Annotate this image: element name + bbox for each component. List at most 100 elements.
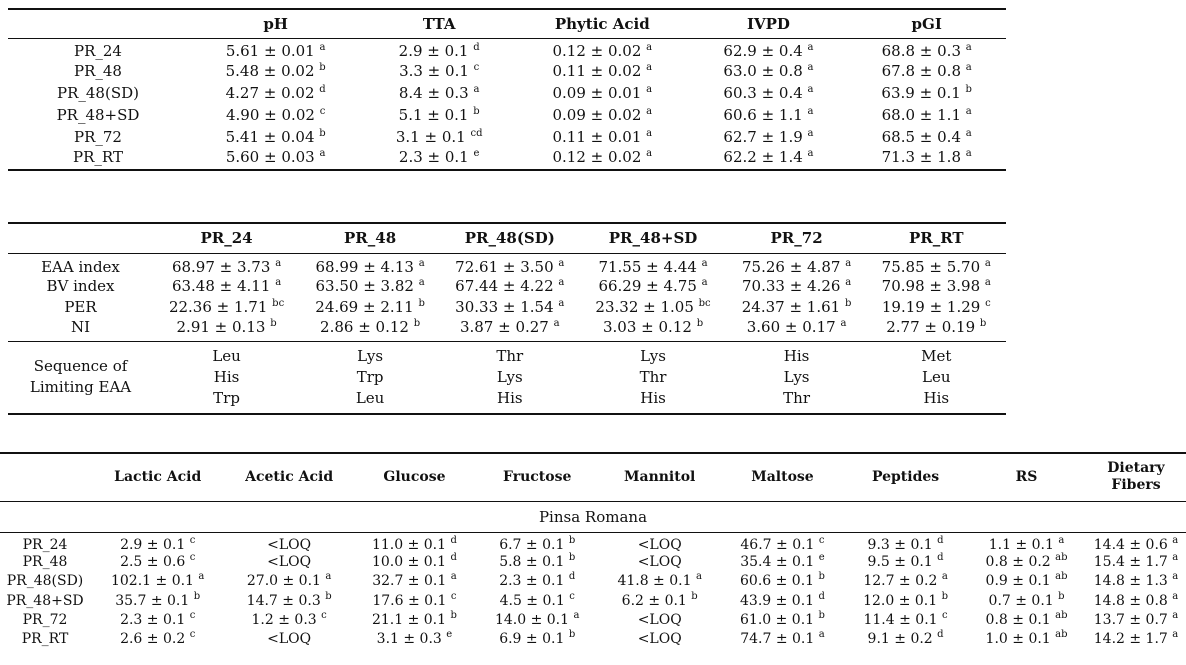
cell-value: 9.5 ± 0.1 (867, 554, 933, 571)
table-cell: 0.09 ± 0.01 a (515, 82, 690, 104)
cell-value: 4.5 ± 0.1 (499, 592, 565, 609)
significance-letter: c (319, 106, 326, 117)
table-cell: 0.11 ± 0.01 a (515, 126, 690, 148)
amino-acid: Thr (639, 367, 667, 386)
significance-letter: a (646, 41, 653, 53)
cell-value: 10.0 ± 0.1 (371, 554, 447, 571)
table-metabolites: Lactic Acid Acetic Acid Glucose Fructose… (0, 452, 1186, 649)
section-row-group: Pinsa Romana (0, 501, 1186, 532)
significance-letter: a (646, 148, 653, 159)
significance-letter: c (321, 610, 327, 622)
cell-value: 70.33 ± 4.26 (741, 277, 841, 295)
cell-value: 17.6 ± 0.1 (372, 592, 447, 609)
row-label-line: Sequence of (33, 357, 128, 375)
table-header-row: Lactic Acid Acetic Acid Glucose Fructose… (0, 453, 1186, 501)
table-cell: 1.2 ± 0.3 c (225, 610, 353, 629)
table-row: NI 2.91 ± 0.13 b 2.86 ± 0.12 b 3.87 ± 0.27 … (8, 318, 1006, 342)
significance-letter: a (807, 128, 814, 139)
table-cell: 0.12 ± 0.02 a (515, 148, 690, 170)
cell-value: 67.8 ± 0.8 (881, 62, 961, 80)
table-cell: 75.26 ± 4.87 a (727, 253, 867, 276)
table-cell: <LOQ (598, 610, 720, 629)
cell-value: 72.61 ± 3.50 (455, 257, 554, 276)
table-cell: 14.8 ± 0.8 a (1086, 591, 1186, 610)
significance-letter: a (473, 84, 480, 95)
table-row: PR_48+SD 35.7 ± 0.1 b 14.7 ± 0.3 b 17.6 ± 0… (0, 591, 1186, 610)
cell-value: 2.9 ± 0.1 (398, 41, 469, 60)
table-cell: 14.2 ± 1.7 a (1086, 630, 1186, 649)
significance-letter: c (473, 62, 480, 73)
significance-letter: b (818, 610, 825, 622)
table-row: PR_RT 5.60 ± 0.03 a 2.3 ± 0.1 e 0.12 ± 0.02… (8, 148, 1006, 170)
cell-value: 5.61 ± 0.01 (225, 41, 315, 60)
cell-value: 2.5 ± 0.6 (120, 554, 186, 571)
cell-value: 21.1 ± 0.1 (371, 612, 447, 629)
cell-value: 11.4 ± 0.1 (863, 612, 938, 629)
amino-acid: Trp (356, 367, 384, 386)
table-cell: 1.0 ± 0.1 ab (967, 630, 1086, 649)
cell-value: 24.69 ± 2.11 (315, 298, 414, 316)
significance-letter: d (937, 629, 944, 641)
table-cell: 5.48 ± 0.02 b (188, 60, 363, 82)
table-cell: 63.9 ± 0.1 b (847, 82, 1006, 104)
significance-letter: b (319, 62, 326, 73)
table-cell: 75.85 ± 5.70 a (867, 253, 1006, 276)
significance-letter: b (845, 298, 852, 309)
significance-letter: a (418, 257, 425, 269)
significance-letter: a (807, 62, 814, 73)
limiting-eaa-cell: Leu His Trp (153, 341, 300, 414)
significance-letter: a (807, 148, 814, 159)
cell-value: 14.4 ± 0.6 (1093, 536, 1168, 553)
significance-letter: c (942, 610, 948, 622)
significance-letter: a (319, 148, 326, 159)
table-cell: 2.3 ± 0.1 e (363, 148, 515, 170)
column-header: PR_72 (770, 229, 823, 248)
table-cell: 6.7 ± 0.1 b (476, 532, 598, 553)
cell-value: 70.98 ± 3.98 (881, 277, 981, 295)
cell-value: 0.8 ± 0.2 (985, 554, 1051, 571)
limiting-eaa-cell: Thr Lys His (440, 341, 579, 414)
amino-acid: Lys (496, 367, 523, 386)
significance-letter: e (818, 552, 825, 564)
column-header: Acetic Acid (245, 468, 334, 485)
corner-cell (0, 453, 90, 501)
cell-value: 32.7 ± 0.1 (372, 573, 447, 590)
amino-acid: Lys (357, 346, 384, 365)
table-cell: 4.27 ± 0.02 d (188, 82, 363, 104)
table-cell: 23.32 ± 1.05 bc (579, 297, 726, 318)
cell-value: 12.0 ± 0.1 (863, 592, 938, 609)
cell-value: 3.3 ± 0.1 (399, 62, 469, 80)
table-header-row: PR_24 PR_48 PR_48(SD) PR_48+SD PR_72 PR_… (8, 223, 1006, 253)
column-header: PR_48+SD (608, 229, 698, 248)
significance-letter: b (818, 571, 825, 583)
significance-letter: b (193, 590, 201, 602)
table-cell: 22.36 ± 1.71 bc (153, 297, 300, 318)
amino-acid: His (783, 346, 810, 365)
cell-value: 0.12 ± 0.02 (552, 41, 642, 60)
cell-value: 62.7 ± 1.9 (723, 128, 803, 146)
cell-value: 43.9 ± 0.1 (740, 592, 815, 609)
table-cell: 9.5 ± 0.1 d (844, 553, 967, 572)
cell-value: 2.77 ± 0.19 (886, 317, 976, 336)
cell-value: 71.55 ± 4.44 (598, 257, 697, 276)
row-label: PR_RT (21, 631, 69, 648)
table-cell: 30.33 ± 1.54 a (440, 297, 579, 318)
table-cell: 21.1 ± 0.1 b (353, 610, 476, 629)
table-cell: 11.4 ± 0.1 c (844, 610, 967, 629)
table-cell: 14.0 ± 0.1 a (476, 610, 598, 629)
table-row: PR_24 2.9 ± 0.1 c <LOQ 11.0 ± 0.1 d 6.7 ± 0.… (0, 532, 1186, 553)
table-cell: 63.50 ± 3.82 a (300, 276, 440, 297)
row-label: PR_72 (22, 612, 68, 629)
table-cell: 67.8 ± 0.8 a (847, 60, 1006, 82)
row-label: PR_48(SD) (6, 573, 84, 590)
table-cell: 12.7 ± 0.2 a (844, 572, 967, 591)
cell-value: 63.9 ± 0.1 (881, 84, 961, 102)
significance-letter: a (573, 610, 580, 622)
table-row: PR_48 5.48 ± 0.02 b 3.3 ± 0.1 c 0.11 ± 0.02… (8, 60, 1006, 82)
significance-letter: d (818, 590, 825, 602)
cell-value: 63.48 ± 4.11 (171, 277, 271, 295)
table-cell: 0.9 ± 0.1 ab (967, 572, 1086, 591)
cell-value: 62.9 ± 0.4 (723, 41, 803, 60)
cell-value: 6.2 ± 0.1 (621, 592, 687, 609)
amino-acid: Leu (922, 367, 951, 386)
